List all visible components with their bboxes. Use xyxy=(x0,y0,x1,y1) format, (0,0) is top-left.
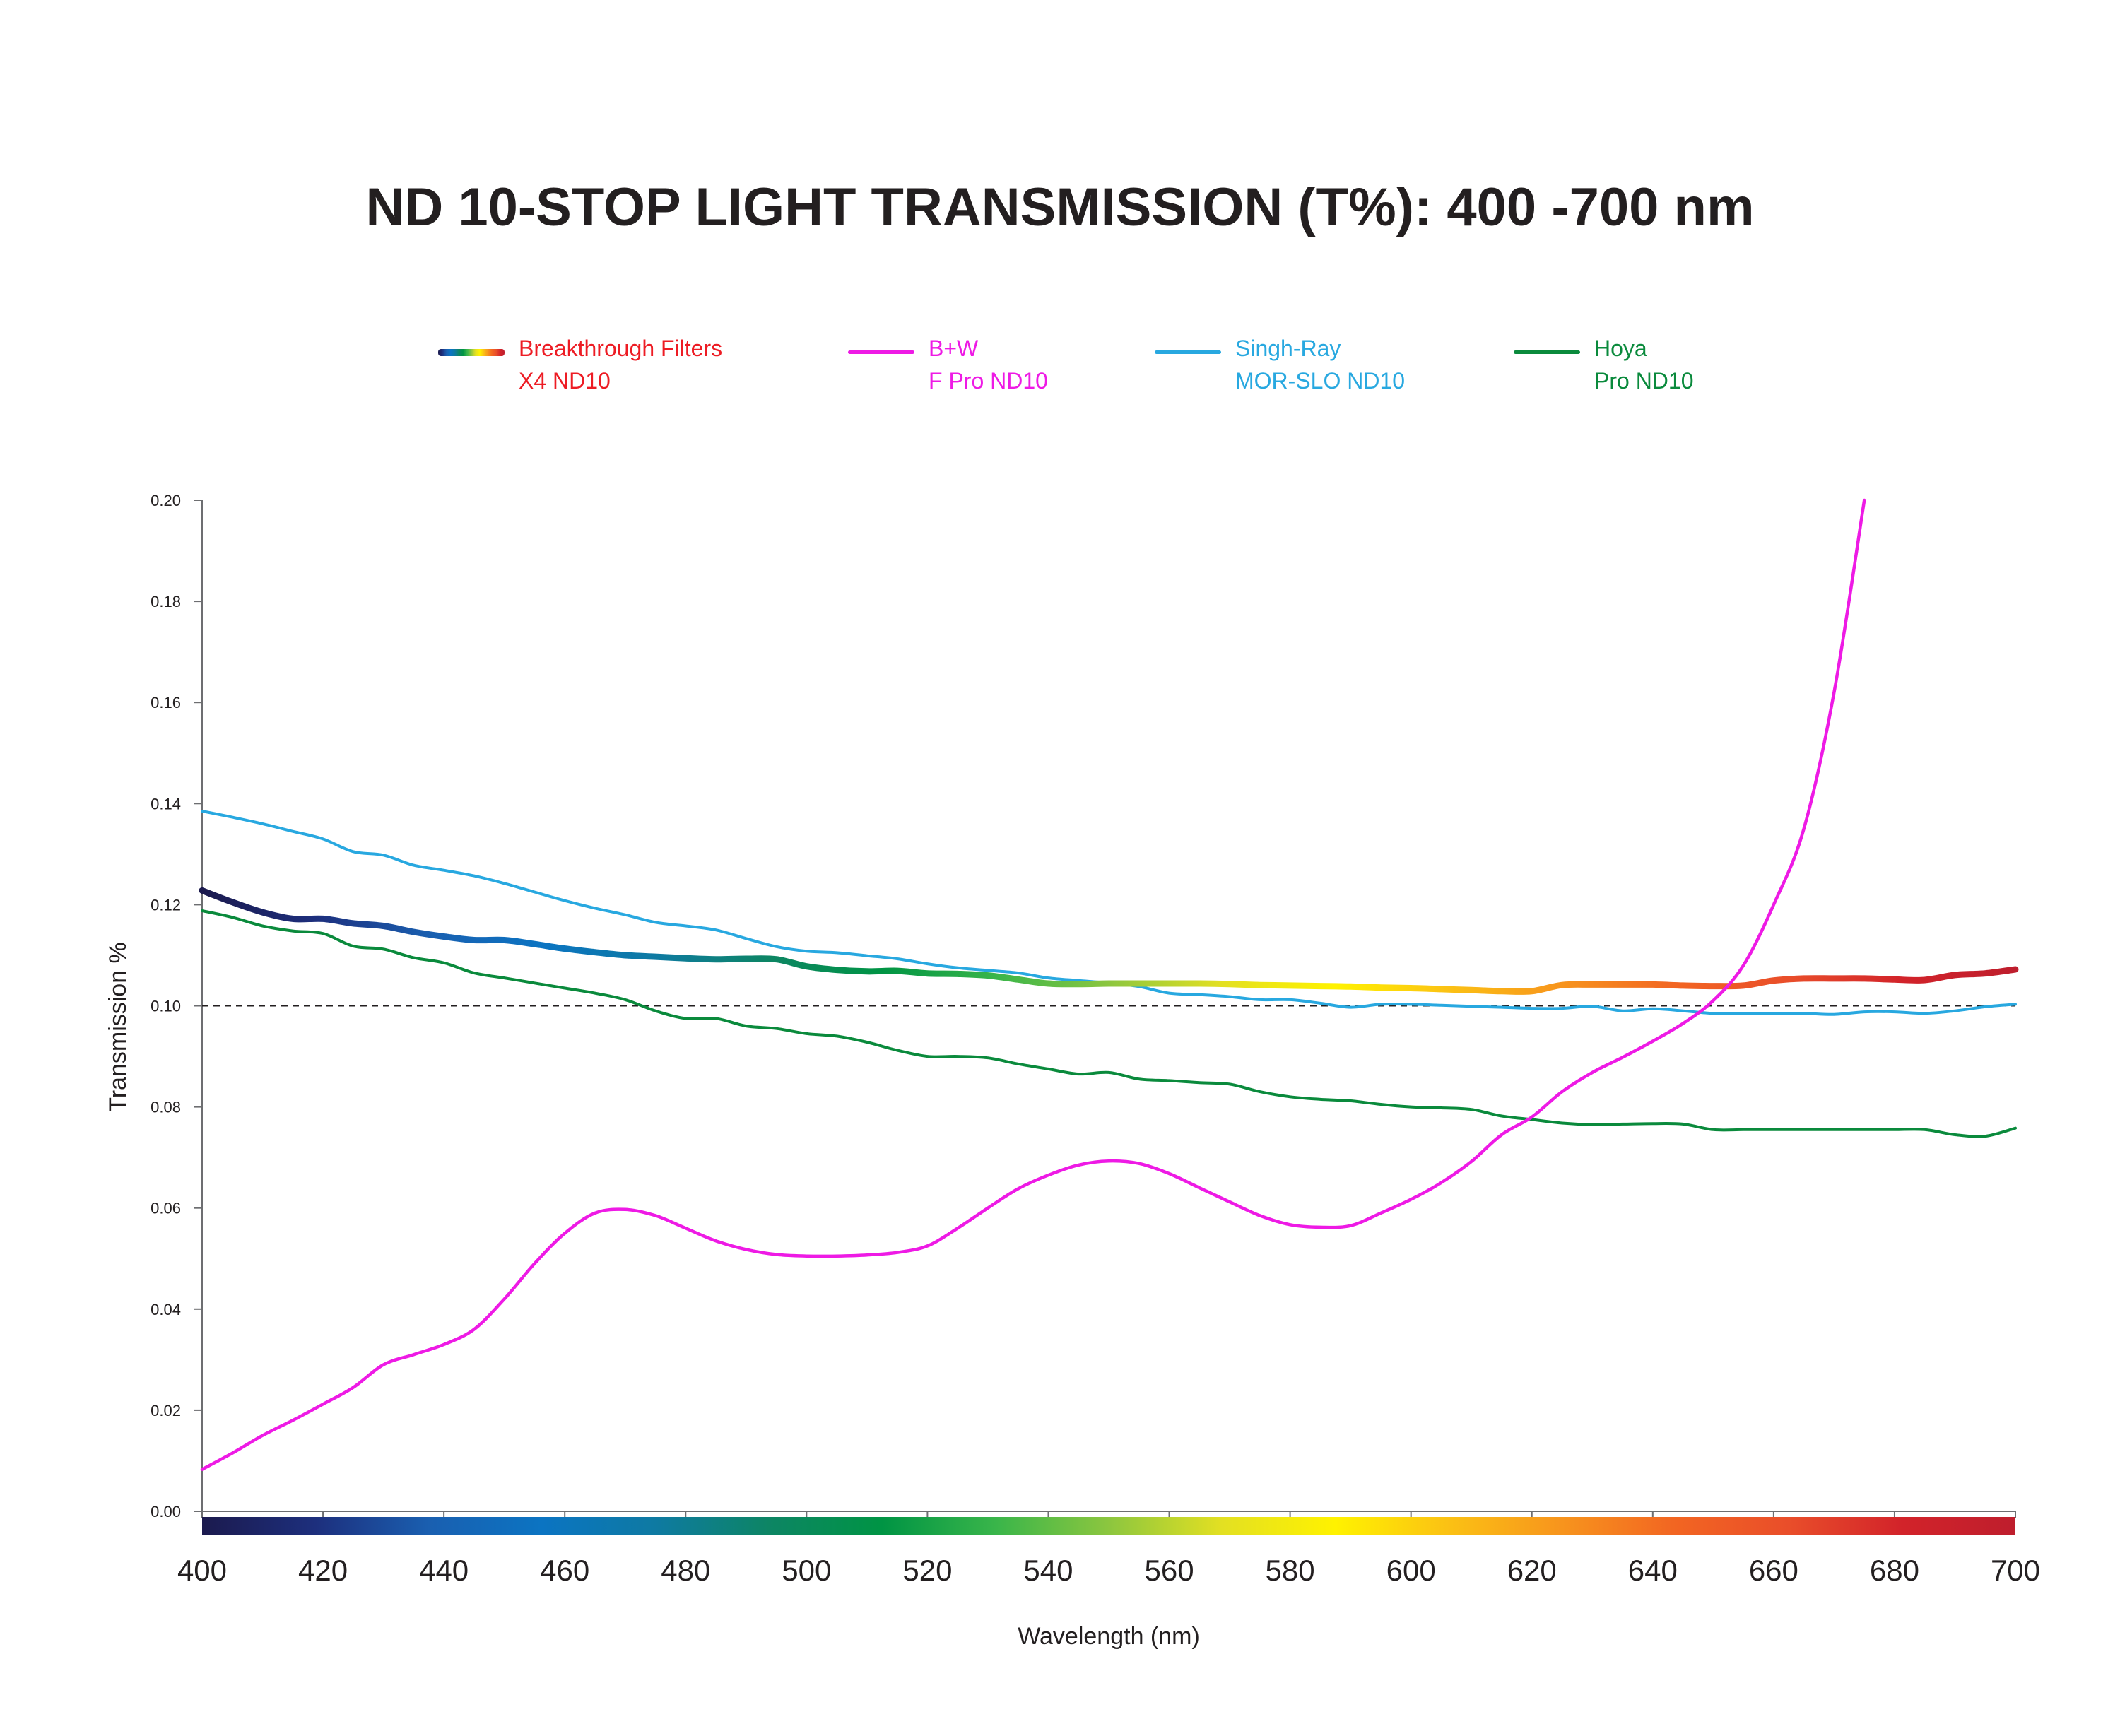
x-axis-label: Wavelength (nm) xyxy=(1018,1623,1200,1650)
x-tick-label: 500 xyxy=(782,1554,831,1587)
x-tick-label: 440 xyxy=(419,1554,469,1587)
x-tick-label: 640 xyxy=(1628,1554,1678,1587)
chart-title: ND 10-STOP LIGHT TRANSMISSION (T%): 400 … xyxy=(365,177,1755,237)
x-tick-label: 660 xyxy=(1749,1554,1798,1587)
legend-label: Breakthrough Filters X4 ND10 xyxy=(519,332,722,397)
y-tick-label: 0.06 xyxy=(151,1200,181,1217)
legend-label: Singh-Ray MOR-SLO ND10 xyxy=(1235,332,1405,397)
x-tick-label: 480 xyxy=(661,1554,710,1587)
x-tick-label: 700 xyxy=(1991,1554,2040,1587)
series-line-hoya xyxy=(201,909,2017,1138)
y-tick-label: 0.00 xyxy=(151,1503,181,1521)
x-tick-label: 420 xyxy=(298,1554,348,1587)
legend-swatch xyxy=(438,349,505,356)
wavelength-color-bar xyxy=(202,1517,2015,1535)
x-tick-label: 540 xyxy=(1023,1554,1073,1587)
y-tick-label: 0.08 xyxy=(151,1099,181,1116)
y-tick-label: 0.10 xyxy=(151,998,181,1015)
y-tick-label: 0.14 xyxy=(151,795,181,813)
x-tick-label: 620 xyxy=(1507,1554,1557,1587)
x-tick-label: 400 xyxy=(177,1554,227,1587)
legend-model: F Pro ND10 xyxy=(929,368,1048,394)
legend-name: Hoya xyxy=(1594,336,1647,361)
y-tick-label: 0.18 xyxy=(151,593,181,610)
y-tick-label: 0.16 xyxy=(151,694,181,711)
legend-name: B+W xyxy=(929,336,979,361)
legend-swatch xyxy=(1155,350,1221,354)
legend-name: Singh-Ray xyxy=(1235,336,1341,361)
legend-name: Breakthrough Filters xyxy=(519,336,723,361)
series-line-b-w xyxy=(200,498,1866,1471)
legend-label: B+W F Pro ND10 xyxy=(929,332,1048,397)
y-tick-label: 0.02 xyxy=(151,1402,181,1419)
legend-model: X4 ND10 xyxy=(519,368,611,394)
x-tick-label: 520 xyxy=(902,1554,952,1587)
legend-model: Pro ND10 xyxy=(1594,368,1694,394)
series-line-breakthrough-filters xyxy=(199,887,2019,995)
x-tick-label: 580 xyxy=(1266,1554,1315,1587)
legend-label: Hoya Pro ND10 xyxy=(1594,332,1694,397)
y-tick-label: 0.12 xyxy=(151,896,181,914)
y-axis-label: Transmission % xyxy=(105,942,131,1112)
legend-swatch xyxy=(848,350,914,354)
x-tick-label: 680 xyxy=(1870,1554,1919,1587)
legend: Breakthrough Filters X4 ND10 B+W F Pro ND10… xyxy=(0,332,2120,417)
x-tick-label: 600 xyxy=(1386,1554,1436,1587)
x-tick-label: 560 xyxy=(1144,1554,1194,1587)
y-tick-label: 0.04 xyxy=(151,1301,181,1318)
x-tick-label: 460 xyxy=(540,1554,589,1587)
legend-swatch xyxy=(1514,350,1580,354)
legend-model: MOR-SLO ND10 xyxy=(1235,368,1406,394)
y-tick-label: 0.20 xyxy=(151,492,181,509)
